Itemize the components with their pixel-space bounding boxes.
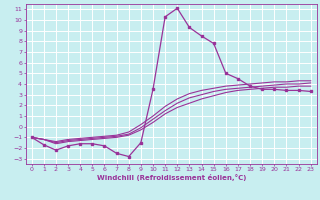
X-axis label: Windchill (Refroidissement éolien,°C): Windchill (Refroidissement éolien,°C) [97, 174, 246, 181]
